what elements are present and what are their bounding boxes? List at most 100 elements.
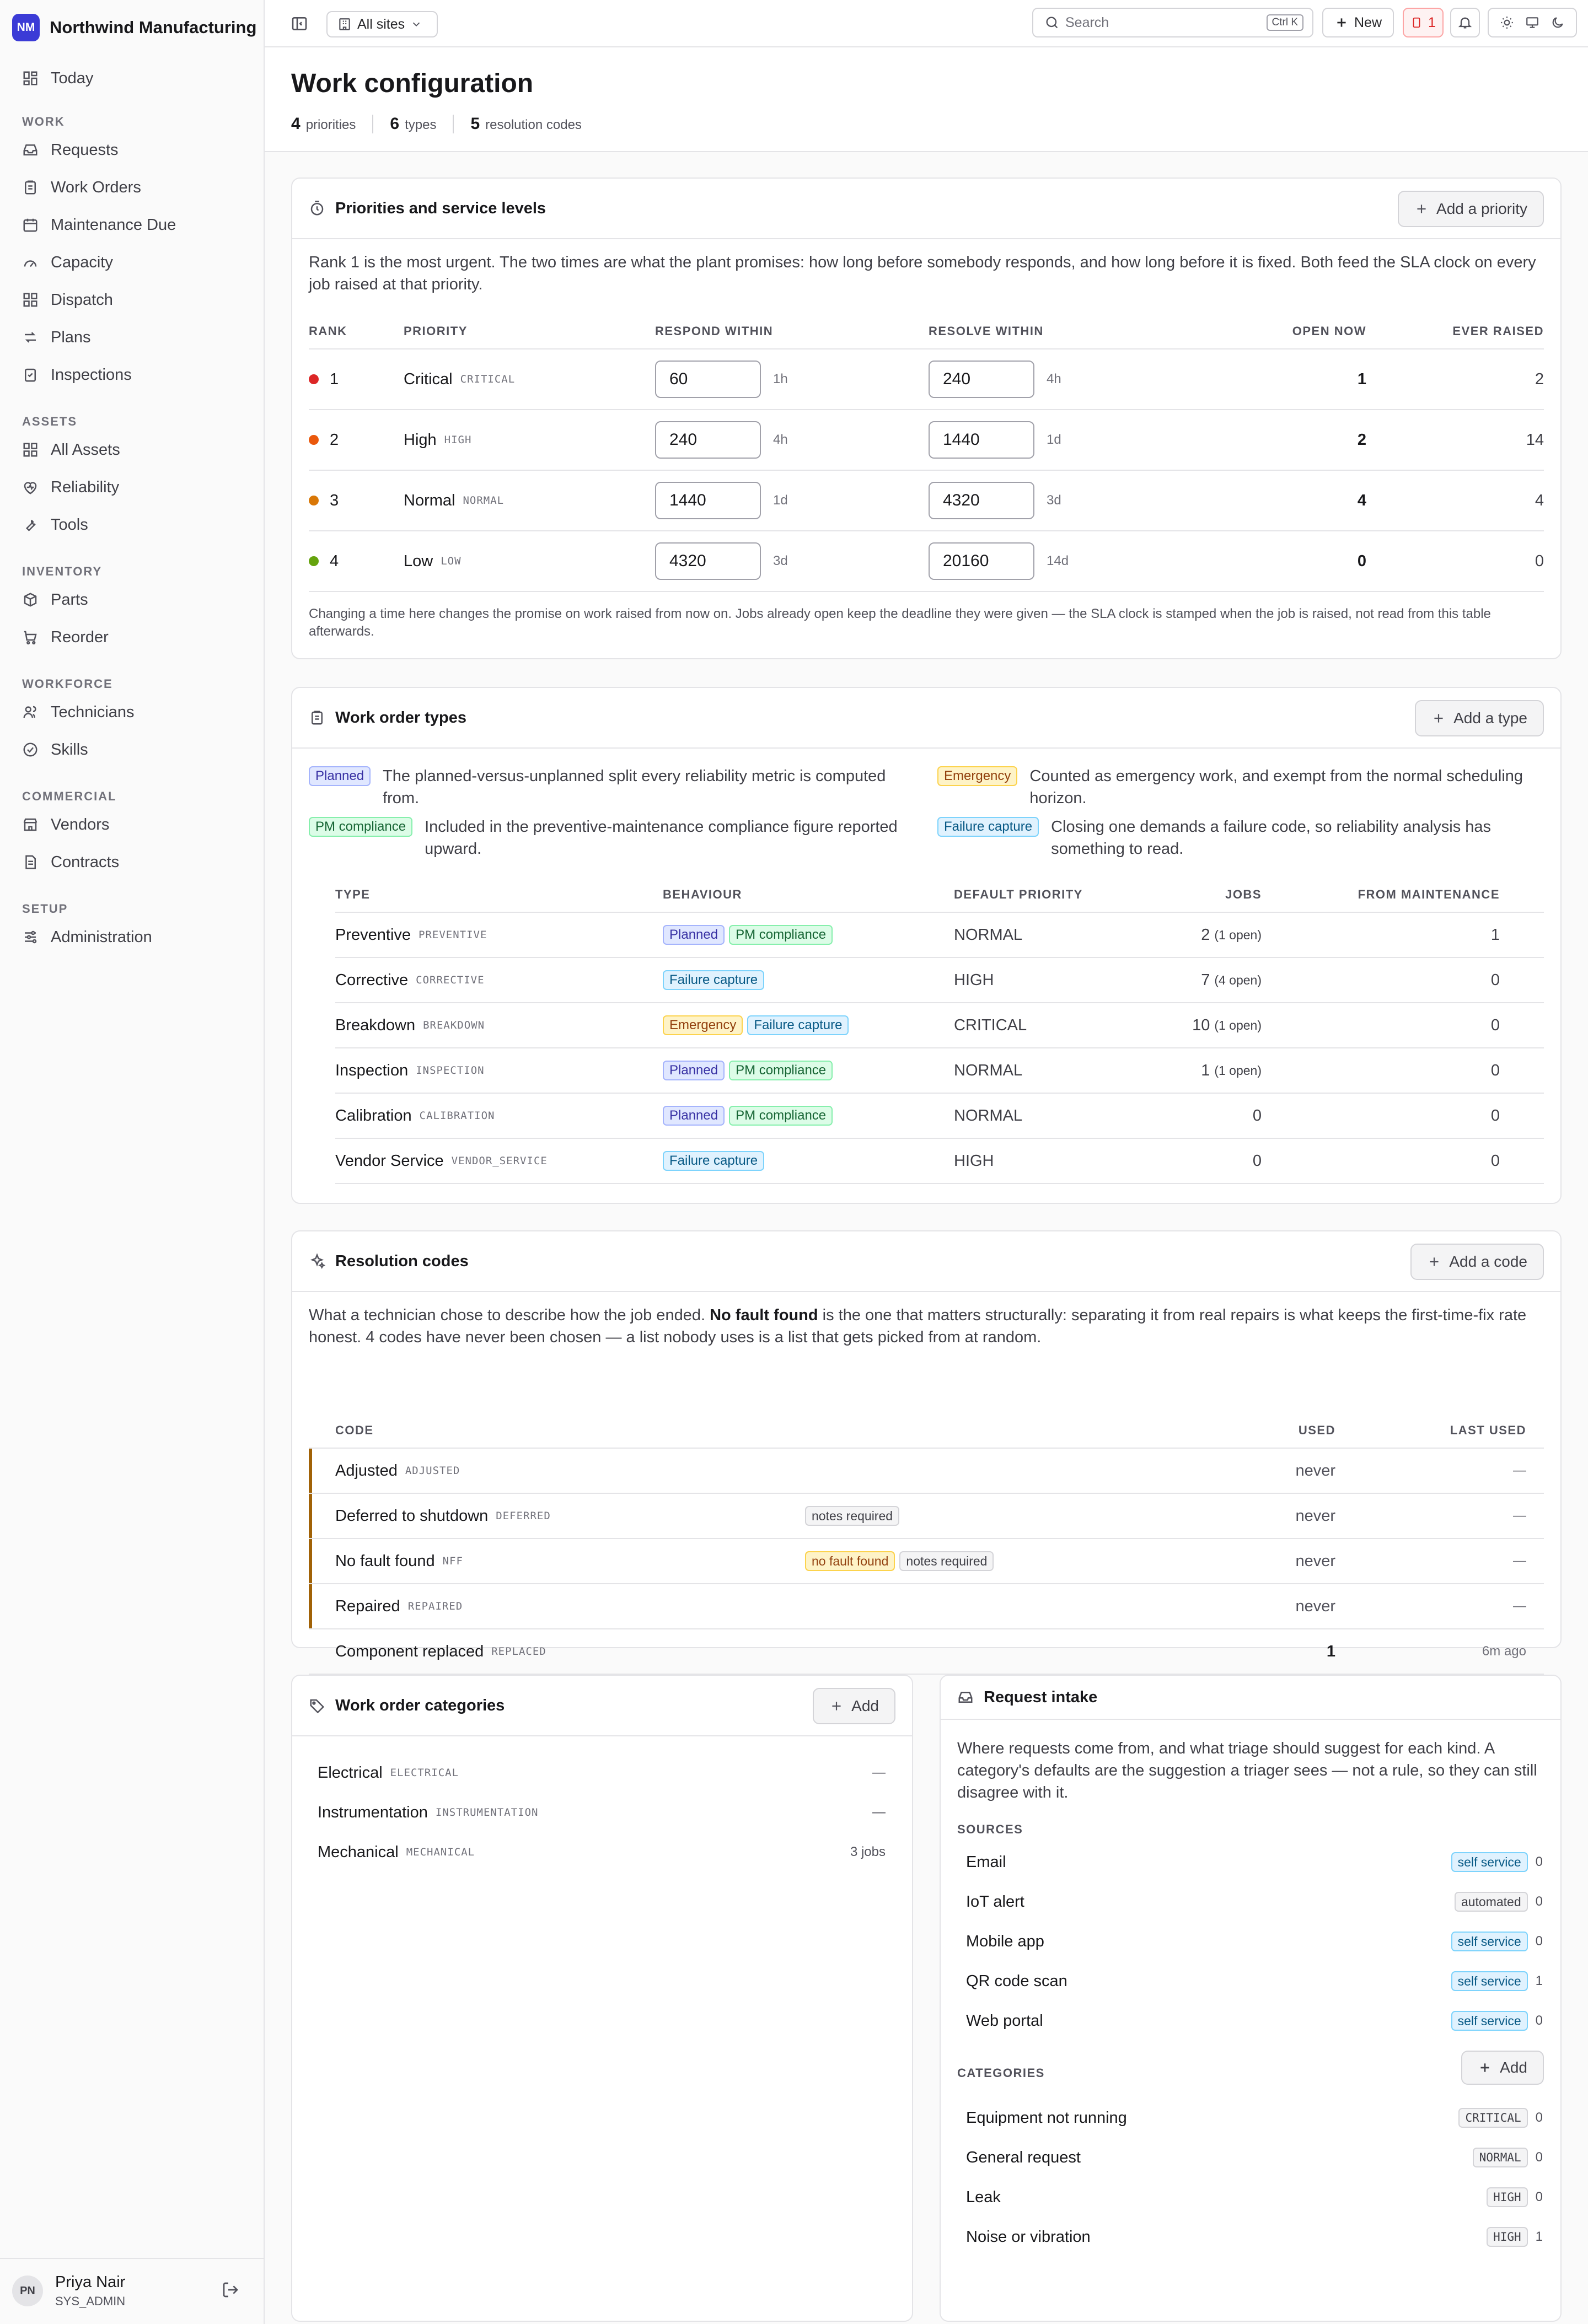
- sidebar-item-all-assets[interactable]: All Assets: [22, 435, 120, 464]
- behaviour-tag: PM compliance: [729, 1106, 833, 1126]
- add-priority-button[interactable]: Add a priority: [1398, 191, 1544, 227]
- priority-color-dot: [309, 435, 319, 445]
- add-category-button[interactable]: Add: [813, 1688, 895, 1724]
- sidebar-item-label: Administration: [51, 928, 152, 946]
- category-count: 3 jobs: [850, 1844, 886, 1859]
- moon-icon[interactable]: [1551, 15, 1565, 30]
- alerts-button[interactable]: 1: [1403, 8, 1444, 37]
- source-row-email[interactable]: Email self service 0: [966, 1842, 1543, 1882]
- source-row-web-portal[interactable]: Web portal self service 0: [966, 2001, 1543, 2041]
- add-type-button[interactable]: Add a type: [1415, 700, 1544, 736]
- site-selector-label: All sites: [357, 16, 405, 32]
- sidebar-item-plans[interactable]: Plans: [22, 323, 91, 352]
- behaviour-tag: Planned: [309, 766, 371, 786]
- intake-category-row[interactable]: Noise or vibration HIGH 1: [966, 2217, 1543, 2257]
- sidebar-item-parts[interactable]: Parts: [22, 585, 88, 614]
- sidebar-item-work-orders[interactable]: Work Orders: [22, 173, 141, 202]
- sidebar-item-label: Inspections: [51, 365, 132, 384]
- behaviour-tag: Failure capture: [937, 817, 1039, 837]
- resolution-last-used: —: [1513, 1463, 1526, 1478]
- notifications-button[interactable]: [1450, 8, 1480, 37]
- priorities-col-open-now: OPEN NOW: [1292, 324, 1366, 338]
- type-from-maintenance: 1: [1490, 926, 1500, 944]
- source-meta: self service 0: [1451, 1852, 1543, 1872]
- search-shortcut: Ctrl K: [1266, 14, 1303, 31]
- sidebar-toggle-icon[interactable]: [291, 15, 308, 33]
- category-count: —: [872, 1805, 886, 1820]
- behaviour-tag: PM compliance: [729, 925, 833, 945]
- legend-item-failure-capture: Failure capture Closing one demands a fai…: [937, 816, 1549, 860]
- divider: [335, 1093, 1544, 1094]
- type-label: Vendor Service: [335, 1152, 444, 1170]
- sidebar-item-tools[interactable]: Tools: [22, 510, 88, 539]
- resolution-card-header: Resolution codes Add a code: [292, 1231, 1560, 1292]
- sidebar-item-technicians[interactable]: Technicians: [22, 698, 135, 727]
- monitor-icon[interactable]: [1525, 15, 1539, 30]
- sidebar-item-administration[interactable]: Administration: [22, 923, 152, 951]
- types-col-type: TYPE: [335, 887, 371, 901]
- priority-label: Normal: [404, 491, 455, 509]
- add-code-button[interactable]: Add a code: [1410, 1244, 1544, 1280]
- source-row-iot-alert[interactable]: IoT alert automated 0: [966, 1882, 1543, 1922]
- category-row[interactable]: Electrical ELECTRICAL —: [318, 1753, 886, 1793]
- priority-label: High: [404, 431, 437, 449]
- site-selector[interactable]: All sites: [326, 11, 438, 37]
- resolve-within-input[interactable]: 4320: [929, 482, 1034, 519]
- logout-icon[interactable]: [222, 2281, 239, 2299]
- sidebar-item-contracts[interactable]: Contracts: [22, 848, 119, 876]
- parts-icon: [24, 593, 37, 607]
- divider: [309, 1628, 1544, 1629]
- type-default-priority: HIGH: [954, 1152, 994, 1170]
- type-label: Calibration: [335, 1106, 412, 1125]
- org-switcher[interactable]: NM Northwind Manufacturing: [12, 12, 256, 43]
- intake-category-row[interactable]: Leak HIGH 0: [966, 2177, 1543, 2217]
- sidebar-item-dispatch[interactable]: Dispatch: [22, 286, 113, 314]
- type-from-maintenance: 0: [1490, 971, 1500, 989]
- add-intake-category-button[interactable]: Add: [1461, 2051, 1544, 2085]
- priority-rank-value: 2: [330, 431, 339, 449]
- respond-within-input[interactable]: 4320: [655, 542, 761, 580]
- search-input[interactable]: Search Ctrl K: [1032, 8, 1313, 37]
- sidebar-item-reliability[interactable]: Reliability: [22, 473, 119, 502]
- sidebar-item-vendors[interactable]: Vendors: [22, 810, 109, 839]
- resolution-used: 1: [1326, 1642, 1335, 1660]
- sidebar-item-label: Tools: [51, 515, 88, 534]
- respond-within-input[interactable]: 60: [655, 361, 761, 398]
- sidebar-item-reorder[interactable]: Reorder: [22, 623, 109, 652]
- priorities-col-resolve-within: RESOLVE WITHIN: [929, 324, 1044, 338]
- nav-section-work: WORK: [22, 115, 65, 128]
- respond-within-input[interactable]: 1440: [655, 482, 761, 519]
- intake-category-meta: HIGH 1: [1487, 2227, 1543, 2247]
- source-row-mobile-app[interactable]: Mobile app self service 0: [966, 1922, 1543, 1961]
- clipboard-icon: [312, 711, 323, 725]
- resolve-within-input[interactable]: 1440: [929, 421, 1034, 459]
- sidebar-item-today[interactable]: Today: [22, 64, 93, 93]
- resolve-within-input[interactable]: 240: [929, 361, 1034, 398]
- intake-category-row[interactable]: Equipment not running CRITICAL 0: [966, 2098, 1543, 2138]
- sidebar-item-skills[interactable]: Skills: [22, 735, 88, 764]
- sidebar-item-capacity[interactable]: Capacity: [22, 248, 113, 277]
- type-jobs-open: (4 open): [1214, 972, 1262, 987]
- intake-category-count: 0: [1535, 2110, 1543, 2125]
- new-button[interactable]: New: [1322, 8, 1394, 37]
- priority-rank-value: 1: [330, 370, 339, 388]
- intake-category-row[interactable]: General request NORMAL 0: [966, 2138, 1543, 2177]
- priority-code: LOW: [441, 555, 462, 567]
- timer-icon: [310, 201, 324, 216]
- theme-switcher[interactable]: [1488, 8, 1577, 37]
- sun-icon[interactable]: [1500, 15, 1514, 30]
- resolution-flag: notes required: [899, 1551, 994, 1571]
- sidebar-item-inspections[interactable]: Inspections: [22, 361, 132, 389]
- divider: [335, 912, 1544, 913]
- category-row[interactable]: Instrumentation INSTRUMENTATION —: [318, 1793, 886, 1832]
- type-behaviour: Failure capture: [663, 969, 769, 991]
- resolution-label: Deferred to shutdown: [335, 1507, 489, 1525]
- sidebar-item-requests[interactable]: Requests: [22, 136, 119, 164]
- sidebar-item-label: Skills: [51, 740, 88, 758]
- priorities-note: Changing a time here changes the promise…: [309, 606, 1491, 639]
- category-row[interactable]: Mechanical MECHANICAL 3 jobs: [318, 1832, 886, 1872]
- respond-within-input[interactable]: 240: [655, 421, 761, 459]
- sidebar-item-maintenance-due[interactable]: Maintenance Due: [22, 211, 176, 239]
- source-row-qr-code-scan[interactable]: QR code scan self service 1: [966, 1961, 1543, 2001]
- resolve-within-input[interactable]: 20160: [929, 542, 1034, 580]
